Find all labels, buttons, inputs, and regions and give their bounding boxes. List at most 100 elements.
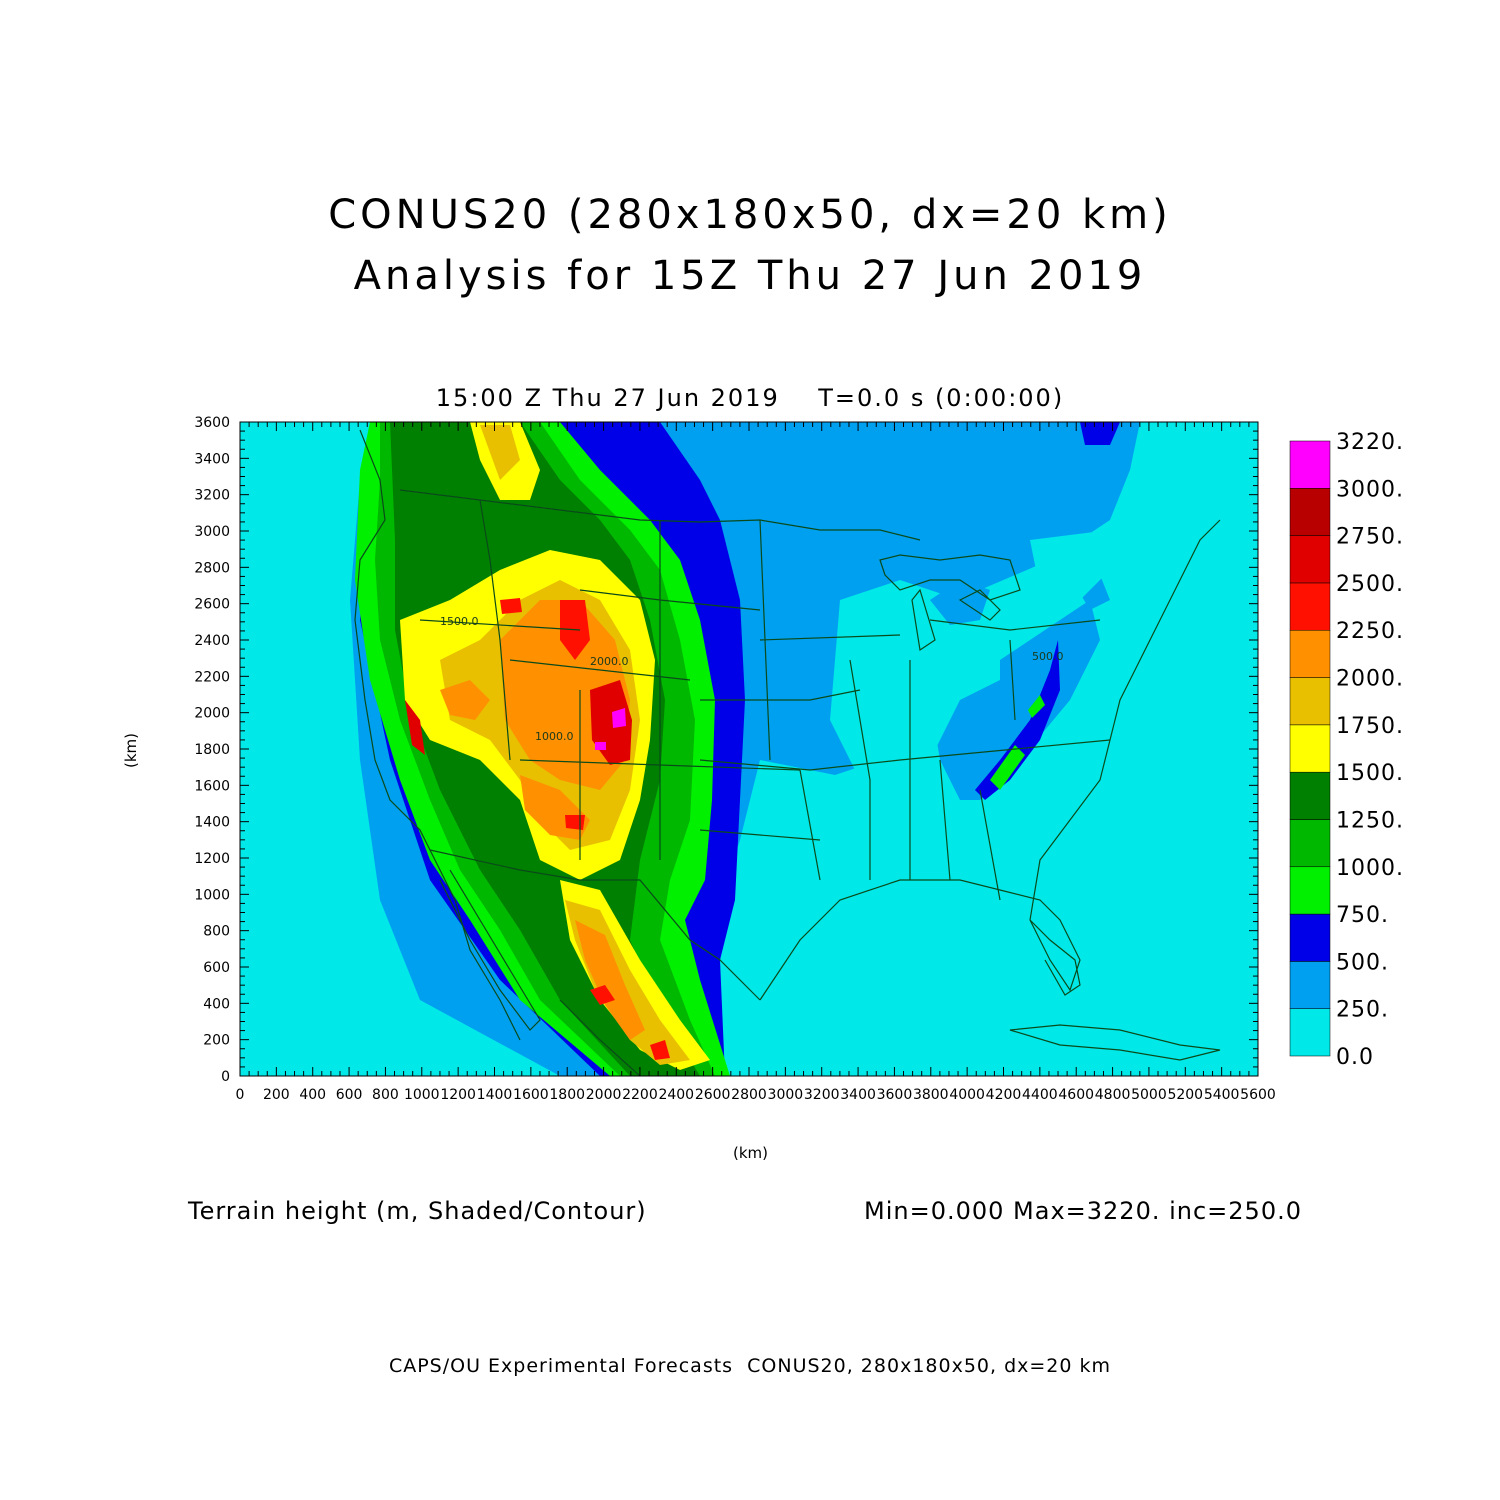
- x-tick-label: 3800: [913, 1087, 949, 1103]
- contour-label-1500: 1500.0: [440, 615, 479, 628]
- colorbar-level-label: 2750.: [1336, 525, 1404, 550]
- colorbar-level-label: 1750.: [1336, 714, 1404, 739]
- x-tick-label: 600: [336, 1087, 363, 1103]
- state-line: [699, 829, 821, 841]
- x-tick-label: 1400: [477, 1087, 513, 1103]
- colorbar-swatch: [1289, 440, 1331, 489]
- x-tick-label: 2000: [586, 1087, 622, 1103]
- contour-label-500: 500.0: [1032, 650, 1064, 663]
- y-tick-label: 2600: [194, 597, 230, 613]
- canada-border: [399, 489, 921, 541]
- coastline-west: [354, 429, 521, 1041]
- colorbar-swatch: [1289, 866, 1331, 915]
- terrain-band-3000: [612, 708, 626, 728]
- x-tick-label: 5000: [1131, 1087, 1167, 1103]
- terrain-band-2250: [500, 598, 522, 614]
- colorbar: [1289, 440, 1331, 1057]
- x-tick-label: 1000: [404, 1087, 440, 1103]
- x-axis-label: (km): [733, 1144, 769, 1162]
- terrain-band-750: [1028, 695, 1045, 718]
- state-line: [700, 689, 861, 701]
- terrain-band-250: [760, 422, 1140, 560]
- great-lakes: [930, 580, 990, 625]
- terrain-band-2250: [565, 815, 585, 830]
- x-tick-label: 3000: [768, 1087, 804, 1103]
- terrain-band-0: [1030, 530, 1120, 600]
- y-tick-label: 2400: [194, 633, 230, 649]
- colorbar-swatch: [1289, 913, 1331, 962]
- y-tick-label: 3600: [194, 415, 230, 431]
- plot-time-subtitle: 15:00 Z Thu 27 Jun 2019 T=0.0 s (0:00:00…: [435, 384, 1065, 412]
- colorbar-swatch: [1289, 819, 1331, 868]
- great-lakes-outline: [911, 588, 936, 652]
- colorbar-labels: 0.0 250. 500. 750. 1000. 1250. 1500. 1750. 2000.…: [1336, 430, 1404, 1070]
- colorbar-level-label: 1500.: [1336, 761, 1404, 786]
- axis-tick-labels: 0 200 400 600 800 1000 1200 1400 1600 1800 2000 220…: [194, 415, 1275, 1103]
- contour-label-1000: 1000.0: [535, 730, 574, 743]
- y-tick-label: 1200: [194, 851, 230, 867]
- colorbar-swatch: [1289, 1008, 1331, 1057]
- x-tick-label: 5400: [1204, 1087, 1240, 1103]
- x-tick-label: 400: [299, 1087, 326, 1103]
- x-tick-label: 4600: [1058, 1087, 1094, 1103]
- great-lakes-outline: [958, 589, 1001, 621]
- y-tick-label: 2000: [194, 706, 230, 722]
- plot-title-line1: CONUS20 (280x180x50, dx=20 km): [328, 192, 1172, 238]
- state-line: [759, 634, 901, 641]
- colorbar-swatch: [1289, 677, 1331, 726]
- state-line: [419, 619, 581, 631]
- state-line: [929, 619, 1101, 631]
- colorbar-level-label: 2500.: [1336, 572, 1404, 597]
- y-tick-label: 3000: [194, 524, 230, 540]
- terrain-band-0: [830, 580, 1000, 780]
- great-lakes-outline: [879, 554, 1021, 601]
- state-line: [699, 739, 1111, 771]
- terrain-band-2250: [650, 1040, 670, 1060]
- terrain-band-2000: [575, 920, 645, 1040]
- y-tick-label: 1600: [194, 778, 230, 794]
- colorbar-level-label: 0.0: [1336, 1045, 1374, 1070]
- political-boundaries: [354, 429, 1221, 1076]
- y-tick-label: 2800: [194, 560, 230, 576]
- field-statistics: Min=0.000 Max=3220. inc=250.0: [864, 1197, 1302, 1225]
- colorbar-level-label: 3000.: [1336, 477, 1404, 502]
- x-tick-label: 5600: [1240, 1087, 1276, 1103]
- x-tick-label: 200: [263, 1087, 290, 1103]
- colorbar-swatch: [1289, 629, 1331, 678]
- florida-outline: [1029, 919, 1081, 996]
- terrain-band-0: [1060, 470, 1258, 800]
- x-tick-label: 2600: [695, 1087, 731, 1103]
- colorbar-level-label: 3220.: [1336, 430, 1404, 455]
- state-line: [849, 659, 871, 880]
- x-tick-label: 4400: [1022, 1087, 1058, 1103]
- x-tick-label: 3200: [804, 1087, 840, 1103]
- y-tick-label: 200: [203, 1033, 230, 1049]
- y-tick-label: 1400: [194, 815, 230, 831]
- colorbar-swatch: [1289, 771, 1331, 820]
- x-tick-label: 4000: [949, 1087, 985, 1103]
- colorbar-swatch: [1289, 488, 1331, 536]
- y-tick-label: 3200: [194, 488, 230, 504]
- state-line: [799, 769, 821, 881]
- contour-label-2000: 2000.0: [590, 655, 629, 668]
- footer-credit: CAPS/OU Experimental Forecasts CONUS20, …: [388, 1355, 1112, 1377]
- terrain-band-0: [720, 760, 1258, 1076]
- terrain-band-750: [990, 745, 1025, 790]
- east-coast: [1029, 519, 1221, 921]
- colorbar-level-label: 2000.: [1336, 667, 1404, 692]
- colorbar-level-label: 750.: [1336, 903, 1389, 928]
- colorbar-level-label: 1250.: [1336, 808, 1404, 833]
- state-line: [979, 789, 1001, 901]
- plot-title-line2: Analysis for 15Z Thu 27 Jun 2019: [353, 253, 1147, 299]
- x-tick-label: 1800: [549, 1087, 585, 1103]
- colorbar-swatch: [1289, 582, 1331, 631]
- y-tick-label: 1000: [194, 887, 230, 903]
- y-tick-label: 800: [203, 924, 230, 940]
- colorbar-level-label: 500.: [1336, 950, 1389, 975]
- terrain-band-3000: [595, 742, 606, 750]
- x-tick-label: 800: [372, 1087, 399, 1103]
- y-tick-label: 400: [203, 996, 230, 1012]
- mexico-border: [429, 849, 761, 1001]
- terrain-band-500: [975, 640, 1060, 800]
